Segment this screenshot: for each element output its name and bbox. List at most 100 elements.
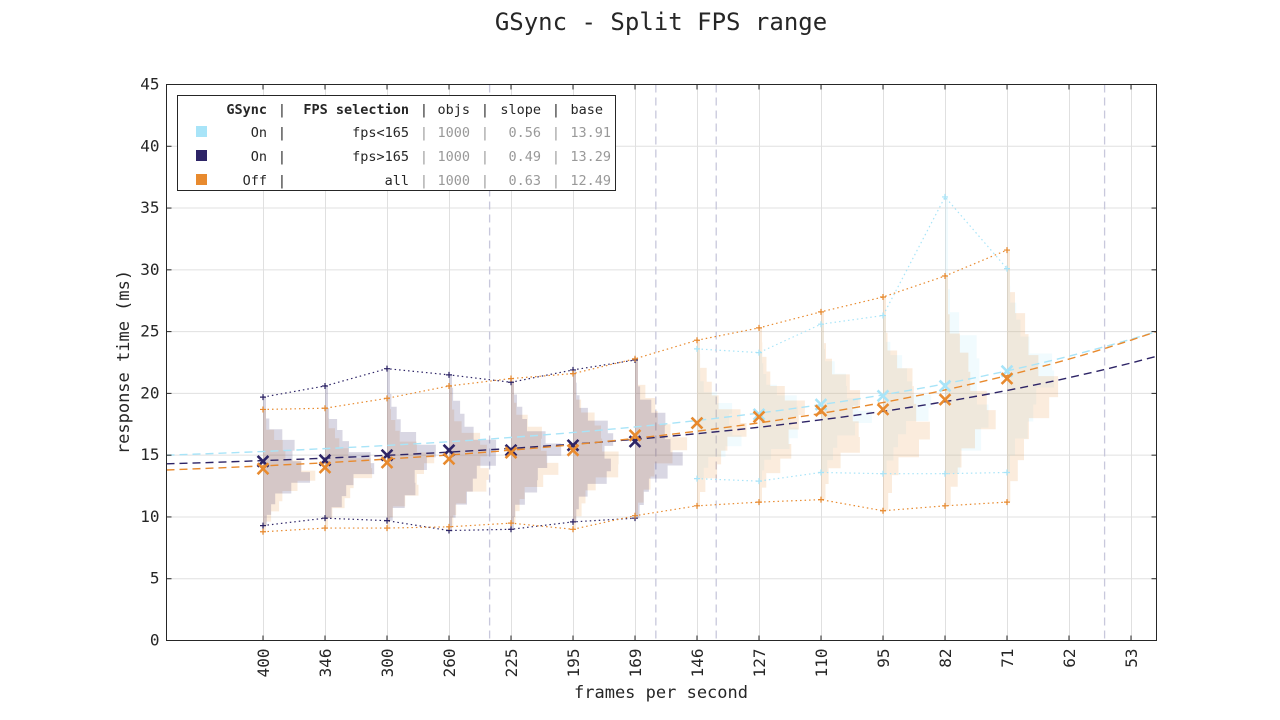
- legend-sep-cell: |: [552, 125, 560, 141]
- plot-frame: [166, 84, 1157, 641]
- distribution-bar: [883, 315, 932, 474]
- distribution-bar: [387, 398, 435, 529]
- min-point: [446, 523, 452, 530]
- max-point: [694, 337, 700, 344]
- legend-objs-cell: 1000: [437, 149, 470, 165]
- legend-gsync-cell: Off: [243, 173, 267, 189]
- legend-sep-cell: |: [278, 173, 286, 189]
- min-point: [508, 526, 514, 533]
- min-point: [632, 512, 638, 519]
- x-tick-label: 225: [502, 649, 521, 678]
- distribution-bar: [511, 382, 562, 530]
- mean-point: [504, 446, 518, 460]
- max-point: [818, 321, 824, 328]
- min-point: [260, 522, 266, 529]
- max-point: [446, 371, 452, 378]
- min-line: [696, 471, 1008, 482]
- x-tick-label: 127: [750, 649, 769, 678]
- legend-base-cell: 12.49: [570, 173, 611, 189]
- min-point: [818, 469, 824, 476]
- legend-sep-cell: |: [552, 149, 560, 165]
- max-point: [260, 406, 266, 413]
- distribution-bar: [511, 378, 559, 524]
- legend-sep-cell: |: [420, 149, 428, 165]
- min-point: [570, 518, 576, 525]
- x-tick-label: 110: [812, 649, 831, 678]
- distribution-bar: [759, 352, 798, 482]
- y-tick-label: 25: [140, 322, 159, 341]
- x-tick-label: 195: [564, 649, 583, 678]
- min-point: [322, 515, 328, 522]
- y-tick-label: 30: [140, 260, 159, 279]
- min-point: [1004, 499, 1010, 506]
- y-tick-label: 40: [140, 136, 159, 155]
- x-tick-label: 62: [1060, 649, 1079, 668]
- legend-sel-cell: all: [385, 173, 409, 189]
- min-point: [1004, 469, 1010, 476]
- min-point: [756, 499, 762, 506]
- max-point: [322, 405, 328, 412]
- legend-swatch: [196, 126, 207, 137]
- y-tick-label: 10: [140, 507, 159, 526]
- max-point: [384, 365, 390, 372]
- distribution-bar: [325, 408, 373, 529]
- mean-point: [1000, 372, 1014, 385]
- min-point: [322, 525, 328, 532]
- distribution-bar: [387, 368, 436, 521]
- legend-swatch: [196, 174, 207, 185]
- mean-point: [256, 462, 270, 476]
- x-axis-label: frames per second: [574, 683, 748, 703]
- distribution-bars: [263, 196, 1059, 532]
- legend-sep-cell: |: [552, 173, 560, 189]
- legend-header-selection: FPS selection: [303, 102, 409, 118]
- distribution-bar: [263, 397, 310, 526]
- y-tick-label: 20: [140, 383, 159, 402]
- max-point: [322, 382, 328, 389]
- mean-point: [876, 389, 890, 403]
- y-tick-label: 35: [140, 198, 159, 217]
- x-tick-label: 82: [936, 649, 955, 668]
- max-point: [260, 394, 266, 401]
- max-point: [818, 308, 824, 315]
- legend-objs-cell: 1000: [437, 173, 470, 189]
- max-point: [1004, 265, 1010, 272]
- min-point: [384, 517, 390, 524]
- x-tick-label: 346: [316, 649, 335, 678]
- distribution-bar: [945, 276, 996, 506]
- max-point: [632, 355, 638, 362]
- max-point: [756, 349, 762, 356]
- distribution-bar: [573, 369, 614, 522]
- max-point: [1004, 247, 1010, 254]
- legend-header-sep3: |: [481, 102, 489, 118]
- x-tick-label: 300: [378, 649, 397, 678]
- legend-sep-cell: |: [420, 173, 428, 189]
- distribution-bar: [1007, 250, 1059, 503]
- legend-header-sep1: |: [278, 102, 286, 118]
- max-point: [446, 382, 452, 389]
- legend-sep-cell: |: [278, 149, 286, 165]
- legend-header-gsync: GSync: [226, 102, 267, 118]
- fit-curves: [166, 330, 1157, 471]
- max-point: [570, 370, 576, 377]
- distribution-bar: [1007, 268, 1055, 473]
- mean-point: [814, 404, 828, 418]
- mean-point: [380, 456, 394, 469]
- chart-title: GSync - Split FPS range: [495, 8, 827, 36]
- mean-point: [442, 452, 456, 466]
- mean-point: [566, 443, 580, 457]
- mean-point: [938, 393, 952, 406]
- legend-header-sep4: |: [552, 102, 560, 118]
- mean-point: [752, 410, 766, 424]
- mean-point: [938, 379, 952, 393]
- x-tick-label: 53: [1122, 649, 1141, 668]
- legend-base-cell: 13.29: [570, 149, 611, 165]
- mean-point: [690, 416, 704, 430]
- mean-point: [628, 429, 642, 442]
- legend-sel-cell: fps>165: [352, 149, 409, 165]
- min-point: [570, 526, 576, 533]
- x-tick-label: 400: [254, 649, 273, 678]
- distribution-bar: [263, 409, 316, 532]
- min-point: [694, 475, 700, 482]
- fit-curve: [166, 330, 1157, 456]
